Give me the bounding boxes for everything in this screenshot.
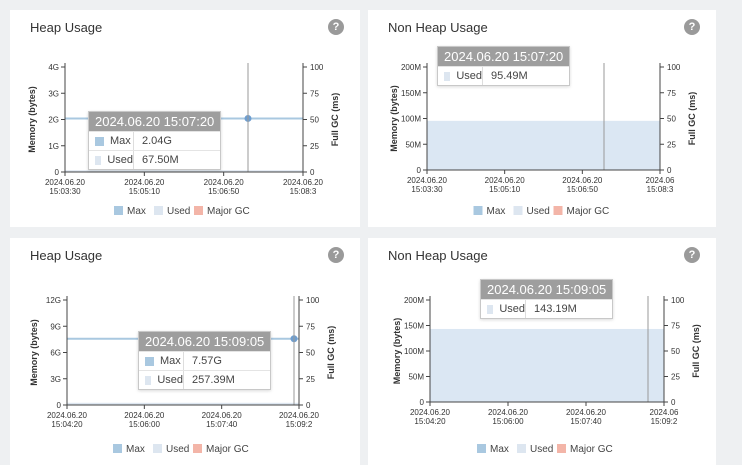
tooltip-swatch [95, 155, 102, 165]
tooltip-series-name: Used [456, 70, 482, 82]
panel-title: Heap Usage [30, 20, 103, 35]
chart-tooltip: 2024.06.20 15:07:20 Used 95.49M [437, 46, 571, 86]
tooltip-row: Used 67.50M [89, 150, 221, 169]
tooltip-row: Max 7.57G [139, 351, 271, 370]
panel-title: Non Heap Usage [388, 20, 488, 35]
chart-panel: Non Heap Usage? [368, 238, 716, 465]
question-circle-icon[interactable]: ? [328, 247, 344, 263]
tooltip-swatch [487, 304, 494, 314]
chart-tooltip: 2024.06.20 15:09:05 Max 7.57G Used 257.39M [138, 331, 272, 390]
tooltip-row: Used 257.39M [139, 370, 271, 389]
tooltip-swatch [95, 136, 104, 146]
tooltip-swatch [145, 356, 154, 366]
tooltip-time: 2024.06.20 15:09:05 [139, 332, 271, 351]
tooltip-row: Max 2.04G [89, 131, 221, 150]
tooltip-series-name: Used [499, 303, 525, 315]
tooltip-value: 143.19M [534, 303, 577, 315]
tooltip-swatch [145, 375, 152, 385]
tooltip-series-name: Max [110, 135, 131, 147]
chart-tooltip: 2024.06.20 15:07:20 Max 2.04G Used 67.50M [88, 111, 222, 170]
tooltip-time: 2024.06.20 15:07:20 [438, 47, 570, 66]
question-circle-icon[interactable]: ? [328, 19, 344, 35]
chart-panel: Non Heap Usage? [368, 10, 716, 227]
tooltip-value: 67.50M [142, 154, 179, 166]
tooltip-value: 7.57G [192, 355, 222, 367]
tooltip-series-name: Used [107, 154, 133, 166]
tooltip-row: Used 95.49M [438, 66, 570, 85]
panel-title: Heap Usage [30, 248, 103, 263]
tooltip-time: 2024.06.20 15:07:20 [89, 112, 221, 131]
tooltip-value: 2.04G [142, 135, 172, 147]
tooltip-row: Used 143.19M [481, 299, 613, 318]
tooltip-time: 2024.06.20 15:09:05 [481, 280, 613, 299]
tooltip-value: 257.39M [192, 374, 235, 386]
tooltip-value: 95.49M [491, 70, 528, 82]
question-circle-icon[interactable]: ? [684, 19, 700, 35]
panel-title: Non Heap Usage [388, 248, 488, 263]
tooltip-series-name: Used [157, 374, 183, 386]
question-circle-icon[interactable]: ? [684, 247, 700, 263]
chart-tooltip: 2024.06.20 15:09:05 Used 143.19M [480, 279, 614, 319]
tooltip-swatch [444, 71, 451, 81]
tooltip-series-name: Max [160, 355, 181, 367]
